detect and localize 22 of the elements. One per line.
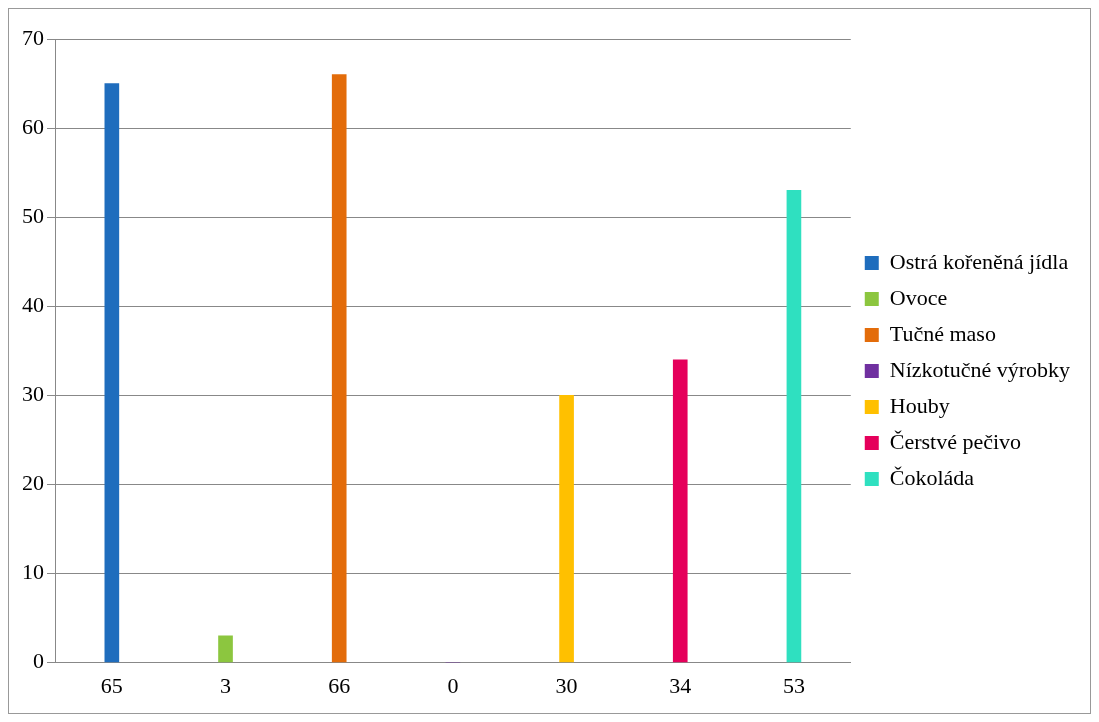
legend-label: Čerstvé pečivo xyxy=(889,428,1022,454)
y-tick-label: 20 xyxy=(22,470,44,496)
y-tick-label: 40 xyxy=(22,292,44,318)
legend-label: Ovoce xyxy=(889,284,948,310)
x-tick-label: 34 xyxy=(669,672,692,698)
y-tick-label: 70 xyxy=(22,24,44,50)
x-tick-label: 53 xyxy=(782,672,805,698)
legend-label: Houby xyxy=(889,392,950,418)
x-tick-label: 66 xyxy=(328,672,351,698)
legend-label: Tučné maso xyxy=(889,320,996,346)
legend-label: Ostrá kořeněná jídla xyxy=(889,248,1069,274)
y-tick-label: 10 xyxy=(22,559,44,585)
y-tick-label: 60 xyxy=(22,113,44,139)
y-tick-label: 30 xyxy=(22,381,44,407)
y-tick-label: 50 xyxy=(22,202,44,228)
x-tick-label: 3 xyxy=(220,672,232,698)
legend-label: Čokoláda xyxy=(889,464,975,490)
x-tick-label: 0 xyxy=(447,672,459,698)
x-tick-label: 30 xyxy=(555,672,578,698)
y-tick-label: 0 xyxy=(33,648,44,674)
x-tick-label: 65 xyxy=(100,672,123,698)
legend-label: Nízkotučné výrobky xyxy=(889,356,1070,382)
